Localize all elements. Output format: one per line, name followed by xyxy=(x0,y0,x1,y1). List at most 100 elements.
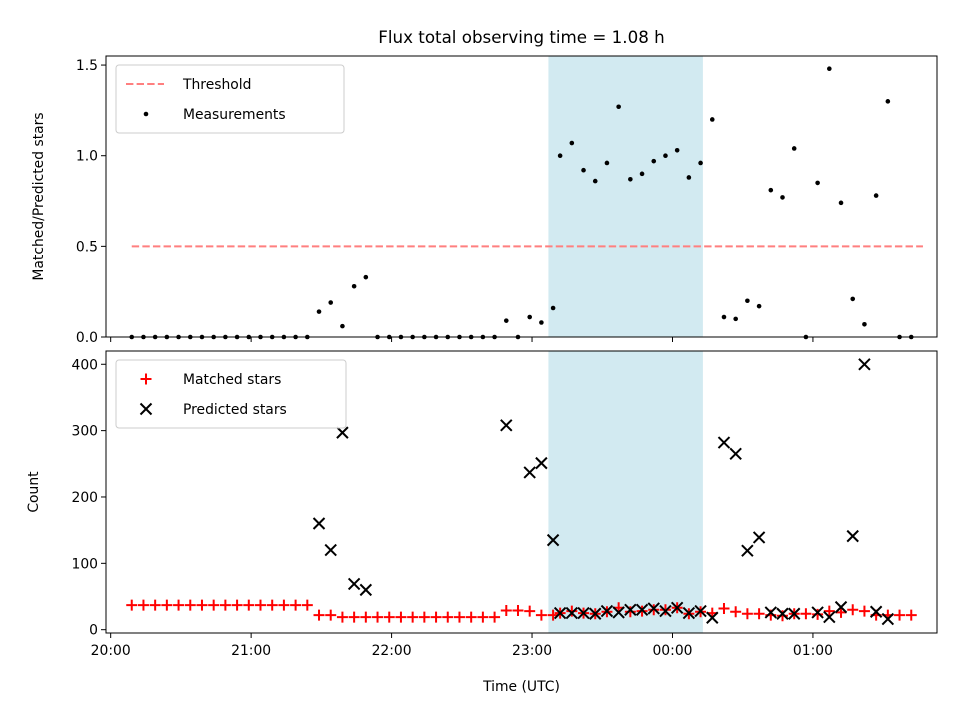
matched-star-point xyxy=(718,602,730,614)
matched-star-point xyxy=(219,599,231,611)
chart-title: Flux total observing time = 1.08 h xyxy=(378,27,664,47)
measurement-point xyxy=(503,318,509,323)
predicted-star-point xyxy=(312,517,326,530)
measurement-point xyxy=(885,99,891,104)
predicted-star-point xyxy=(347,577,361,591)
x-tick-label: 22:00 xyxy=(372,643,412,659)
matched-star-point xyxy=(325,609,337,621)
matched-star-point xyxy=(243,599,255,611)
matched-star-point xyxy=(894,609,906,621)
matched-star-point xyxy=(812,608,824,620)
predicted-star-point xyxy=(741,544,754,557)
y-tick-label: 0.5 xyxy=(76,239,98,255)
matched-star-point xyxy=(278,599,290,611)
measurement-point xyxy=(539,320,544,325)
matched-star-point xyxy=(173,599,185,611)
x-tick-label: 00:00 xyxy=(652,643,692,659)
bottom-panel: 0 100 200 300 400 20:00 21:00 22:00 23:00 00:00 0… xyxy=(26,350,938,695)
measurement-point xyxy=(850,296,856,302)
matched-star-point xyxy=(624,606,636,618)
matched-star-point xyxy=(348,611,360,623)
matched-star-point xyxy=(905,609,917,621)
matched-star-point xyxy=(336,611,348,623)
measurement-point xyxy=(328,300,334,305)
predicted-star-point xyxy=(670,601,684,614)
matched-star-point xyxy=(535,609,547,621)
top-x-axis-ticks xyxy=(110,337,814,342)
measurement-point xyxy=(768,187,774,193)
measurement-point xyxy=(721,314,727,320)
observing-window-shade-bottom xyxy=(548,351,703,633)
predicted-star-point xyxy=(764,606,778,619)
predicted-star-point xyxy=(500,419,513,432)
legend-x-swatch xyxy=(139,402,153,416)
predicted-star-point xyxy=(717,436,731,449)
predicted-star-point xyxy=(523,466,536,479)
matched-star-point xyxy=(149,599,161,611)
measurement-point xyxy=(316,309,322,314)
matched-star-point xyxy=(430,611,442,623)
y-tick-label: 200 xyxy=(71,490,98,506)
measurement-point xyxy=(616,104,621,110)
bottom-y-axis-ticks: 0 100 200 300 400 xyxy=(71,357,106,639)
matched-star-point xyxy=(395,611,407,623)
matched-star-point xyxy=(383,611,395,623)
matched-star-point xyxy=(512,604,524,616)
y-tick-label: 0 xyxy=(89,623,98,639)
measurement-point xyxy=(709,117,715,122)
predicted-star-point xyxy=(788,607,801,620)
y-tick-label: 1.5 xyxy=(76,58,98,74)
measurement-point xyxy=(651,158,657,164)
predicted-star-point xyxy=(324,543,337,557)
measurement-point xyxy=(745,298,750,304)
measurement-point xyxy=(340,323,345,329)
legend-label: Predicted stars xyxy=(183,402,287,418)
matched-star-point xyxy=(847,604,859,616)
matched-star-point xyxy=(184,599,196,611)
y-tick-label: 1.0 xyxy=(76,149,98,165)
predicted-star-point xyxy=(553,606,567,620)
matched-star-point xyxy=(524,605,536,617)
top-panel: 0.0 0.5 1.0 1.5 Flux total observing time =… xyxy=(31,27,938,346)
predicted-star-point xyxy=(359,583,373,597)
measurement-point xyxy=(674,147,680,153)
matched-star-point xyxy=(418,611,430,623)
matched-star-point xyxy=(800,608,812,620)
predicted-star-point xyxy=(612,606,625,619)
matched-star-point xyxy=(301,599,313,611)
predicted-star-point xyxy=(846,529,859,543)
matched-star-point xyxy=(266,599,278,611)
matched-star-point xyxy=(196,599,208,611)
measurement-point xyxy=(581,167,586,173)
predicted-star-point xyxy=(752,531,766,544)
matched-star-point xyxy=(372,611,384,623)
predicted-star-point xyxy=(834,600,848,614)
matched-star-point xyxy=(477,611,489,623)
matched-star-point xyxy=(407,611,419,623)
predicted-star-point xyxy=(869,605,883,618)
predicted-star-point xyxy=(647,602,660,615)
measurement-point xyxy=(873,193,879,198)
x-tick-label: 23:00 xyxy=(512,643,552,659)
measurement-point xyxy=(686,175,692,180)
matched-star-point xyxy=(777,610,789,622)
bottom-y-axis-label: Count xyxy=(26,471,42,513)
matched-star-point xyxy=(823,605,835,617)
y-tick-label: 0.0 xyxy=(76,330,98,346)
y-tick-label: 100 xyxy=(71,556,98,572)
matched-star-point xyxy=(489,611,501,623)
predicted-star-point xyxy=(635,603,649,616)
bottom-panel-marks xyxy=(126,358,917,626)
bottom-axes-frame xyxy=(105,350,938,634)
matched-star-point xyxy=(566,605,578,617)
predicted-star-point xyxy=(729,447,742,461)
predicted-star-point xyxy=(776,607,789,620)
predicted-star-point xyxy=(546,533,560,547)
matched-star-point xyxy=(126,599,138,611)
matched-star-point xyxy=(161,599,173,611)
bottom-x-axis-ticks: 20:00 21:00 22:00 23:00 00:00 01:00 xyxy=(91,633,833,659)
matched-star-point xyxy=(500,604,512,616)
measurement-point xyxy=(780,195,785,200)
matched-star-point xyxy=(360,611,372,623)
measurement-point xyxy=(791,146,797,151)
